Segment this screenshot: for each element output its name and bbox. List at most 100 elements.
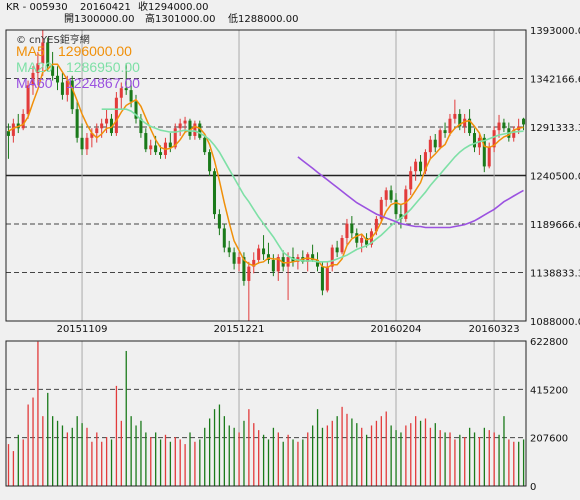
candle-body [355, 233, 359, 243]
x-tick-label: 20151109 [57, 324, 108, 335]
header-close: 收1294000.00 [138, 2, 209, 13]
candle-body [105, 118, 109, 124]
candle-body [360, 237, 364, 243]
volume-bar [302, 439, 304, 486]
candle-body [394, 199, 398, 215]
volume-bar [61, 425, 64, 486]
candle-body [247, 266, 251, 281]
candle-body [139, 118, 143, 134]
candle-body [6, 131, 10, 136]
candle-body [482, 137, 486, 167]
volume-bar [189, 432, 191, 486]
y-tick-label: 1393000.00 [530, 26, 580, 37]
volume-bar [297, 441, 299, 486]
candle-body [325, 266, 329, 291]
candle-body [51, 66, 55, 76]
volume-bar [145, 432, 147, 486]
volume-bar [125, 350, 127, 486]
candle-body [134, 101, 138, 119]
candle-body [36, 63, 40, 73]
y-tick-label: 1240500.00 [530, 172, 580, 183]
volume-bar [81, 423, 83, 486]
volume-bar [326, 425, 329, 486]
candle-body [414, 161, 418, 172]
volume-bar [292, 439, 294, 486]
candle-body [109, 118, 113, 134]
candle-body [188, 120, 192, 136]
volume-bar [140, 420, 142, 486]
candle-body [350, 223, 354, 234]
candle-body [232, 252, 236, 264]
candle-body [502, 122, 506, 129]
volume-bar [434, 423, 436, 486]
volume-bar [47, 392, 49, 486]
candle-body [60, 82, 64, 95]
volume-bar [12, 451, 15, 486]
header-high: 高1301000.00 [145, 14, 216, 25]
volume-bar [105, 437, 108, 486]
volume-bar [341, 406, 343, 486]
legend-ma20: MA20 [16, 59, 53, 75]
volume-bar [498, 434, 500, 486]
candle-body [80, 137, 84, 150]
x-tick-label: 20160323 [469, 324, 520, 335]
header-symbol: KR - 005930 [6, 2, 68, 13]
legend-ma5-value: 1296000.00 [58, 43, 132, 59]
volume-bar [120, 420, 122, 486]
candle-body [41, 42, 45, 64]
volume-bar [66, 432, 69, 486]
candle-body [124, 88, 128, 91]
legend-ma20-value: 1286950.00 [66, 59, 140, 75]
volume-bar [164, 434, 167, 486]
volume-tick-label: 622800 [530, 337, 568, 348]
volume-bar [410, 423, 412, 486]
legend-ma60-value: 1224867.00 [66, 75, 140, 91]
candle-body [487, 147, 491, 167]
volume-bar [130, 416, 132, 486]
candle-body [55, 75, 60, 83]
volume-bar [331, 420, 333, 486]
volume-bar [370, 425, 373, 486]
header-open: 開1300000.00 [64, 14, 135, 25]
volume-bar [115, 385, 118, 486]
candle-body [159, 152, 163, 155]
volume-bar [243, 420, 245, 486]
volume-bar [473, 432, 476, 486]
y-tick-label: 1138833.3 [530, 269, 580, 280]
volume-bar [488, 430, 490, 486]
volume-bar [174, 437, 176, 486]
candle-body [379, 199, 383, 219]
watermark: © cnYES鉅亨網 [16, 33, 90, 46]
candle-body [154, 145, 158, 153]
candle-body [399, 214, 403, 219]
volume-bar [400, 432, 402, 486]
candle-body [46, 42, 50, 67]
volume-bar [429, 427, 432, 486]
candle-body [345, 223, 349, 238]
candle-body [70, 80, 74, 110]
candle-body [522, 118, 526, 125]
volume-bar [238, 432, 240, 486]
ma20-line [101, 108, 524, 263]
candle-body [330, 247, 334, 267]
y-tick-label: 1088000.00 [530, 317, 580, 328]
volume-bar [508, 439, 510, 486]
candle-body [463, 118, 467, 127]
candle-body [443, 130, 447, 134]
candle-body [252, 259, 256, 267]
volume-bar [513, 441, 515, 486]
candle-body [178, 123, 182, 129]
legend-ma60: MA60 [16, 75, 53, 91]
candle-body [208, 152, 212, 172]
candle-body [198, 123, 202, 138]
candle-body [183, 120, 187, 124]
volume-bar [71, 427, 73, 486]
candle-body [212, 171, 217, 215]
volume-bar [150, 437, 152, 486]
volume-bar [208, 418, 211, 486]
volume-bar [277, 432, 279, 486]
ma5-line [8, 63, 524, 269]
volume-bar [223, 416, 226, 486]
volume-bar [454, 439, 456, 486]
